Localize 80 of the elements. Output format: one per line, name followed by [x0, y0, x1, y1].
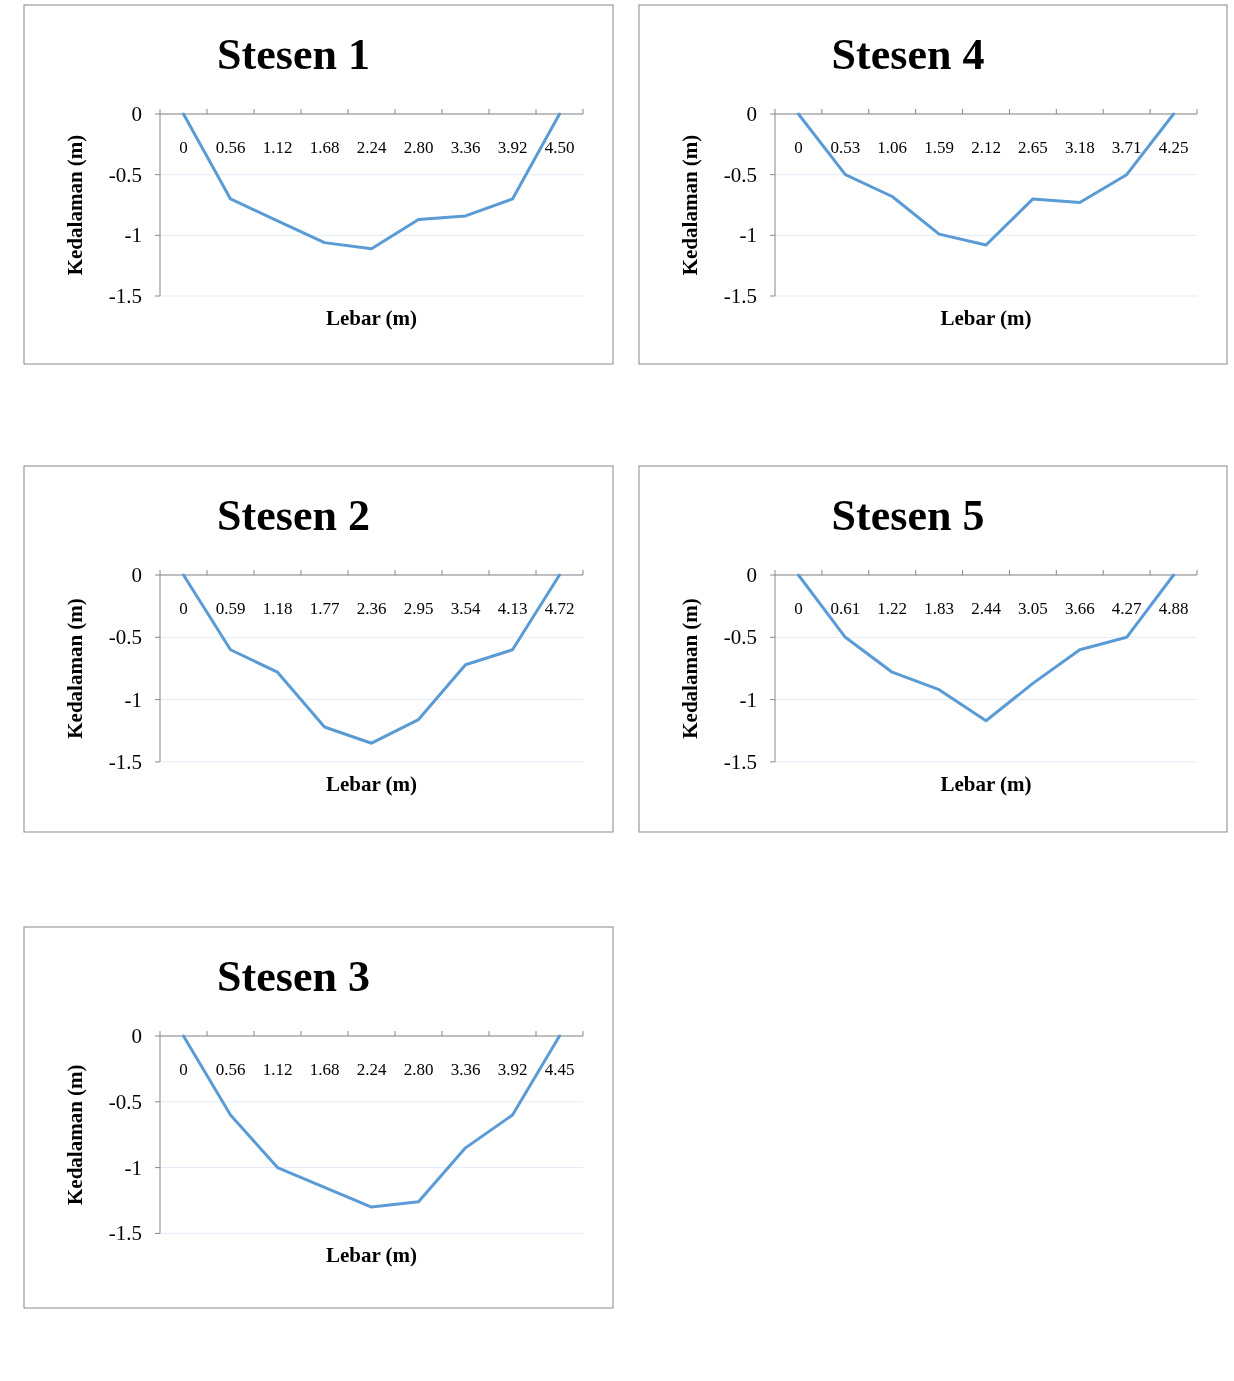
- y-tick-label: -0.5: [723, 625, 757, 650]
- y-axis-title: Kedalaman (m): [63, 134, 87, 276]
- y-tick-label: -1: [739, 687, 757, 712]
- y-tick-label: 0: [131, 102, 142, 126]
- x-tick-label: 2.95: [403, 599, 434, 618]
- x-tick-label: 0: [179, 1060, 188, 1079]
- y-axis-title: Kedalaman (m): [63, 598, 87, 739]
- y-tick-label: -1.5: [723, 284, 757, 308]
- y-tick-label: 0: [746, 563, 757, 587]
- x-tick-label: 3.05: [1018, 599, 1048, 618]
- x-axis-title: Lebar (m): [325, 1243, 418, 1268]
- y-tick-label: -1: [124, 687, 142, 712]
- chart-title: Stesen 5: [831, 491, 985, 540]
- chart-title: Stesen 3: [217, 952, 370, 1001]
- x-tick-label: 2.12: [971, 138, 1001, 157]
- x-axis-title: Lebar (m): [940, 306, 1032, 330]
- chart-title: Stesen 2: [217, 491, 370, 540]
- y-tick-label: -1.5: [108, 1221, 142, 1246]
- x-tick-label: 0.56: [215, 138, 246, 157]
- y-tick-label: -1: [124, 1155, 142, 1180]
- x-tick-label: 1.68: [309, 1060, 340, 1079]
- y-tick-label: -0.5: [108, 162, 142, 187]
- x-tick-label: 3.92: [497, 138, 528, 157]
- x-tick-label: 2.36: [356, 599, 387, 618]
- x-axis-title: Lebar (m): [325, 771, 418, 796]
- x-tick-label: 0: [794, 138, 803, 157]
- x-tick-label: 1.68: [309, 138, 340, 157]
- x-axis-title: Lebar (m): [940, 771, 1032, 796]
- x-tick-label: 0.61: [830, 599, 861, 618]
- chart-title: Stesen 1: [217, 30, 370, 79]
- x-tick-label: 3.36: [450, 1060, 481, 1079]
- x-tick-label: 2.65: [1018, 138, 1048, 157]
- x-tick-label: 2.24: [356, 138, 387, 157]
- x-tick-label: 1.59: [924, 138, 954, 157]
- x-tick-label: 2.24: [356, 1060, 387, 1079]
- x-tick-label: 3.71: [1111, 138, 1142, 157]
- y-tick-label: 0: [131, 563, 142, 587]
- y-tick-label: -1.5: [108, 284, 142, 308]
- x-tick-label: 1.12: [262, 138, 293, 157]
- x-tick-label: 2.80: [403, 138, 434, 157]
- y-axis-title: Kedalaman (m): [678, 134, 702, 276]
- x-tick-label: 1.12: [262, 1060, 293, 1079]
- y-axis-title: Kedalaman (m): [678, 598, 702, 739]
- x-tick-label: 4.25: [1158, 138, 1189, 157]
- x-tick-label: 3.36: [450, 138, 481, 157]
- y-tick-label: -1: [124, 223, 142, 248]
- y-tick-label: -0.5: [108, 1089, 142, 1114]
- x-tick-label: 1.77: [309, 599, 340, 618]
- y-tick-label: -0.5: [723, 162, 757, 187]
- x-tick-label: 1.22: [877, 599, 908, 618]
- x-tick-label: 0.59: [215, 599, 246, 618]
- x-tick-label: 0: [179, 138, 188, 157]
- x-tick-label: 0: [794, 599, 803, 618]
- chart-title: Stesen 4: [831, 30, 985, 79]
- x-axis-title: Lebar (m): [325, 306, 418, 330]
- y-tick-label: -1.5: [723, 749, 757, 774]
- x-tick-label: 4.50: [544, 138, 575, 157]
- y-tick-label: 0: [746, 102, 757, 126]
- y-tick-label: -1.5: [108, 749, 142, 774]
- y-axis-title: Kedalaman (m): [63, 1064, 87, 1205]
- x-tick-label: 4.72: [544, 599, 575, 618]
- x-tick-label: 1.06: [877, 138, 908, 157]
- x-tick-label: 0: [179, 599, 188, 618]
- x-tick-label: 3.18: [1064, 138, 1095, 157]
- x-tick-label: 3.66: [1064, 599, 1095, 618]
- x-tick-label: 3.54: [450, 599, 481, 618]
- x-tick-label: 2.44: [971, 599, 1002, 618]
- x-tick-label: 4.27: [1111, 599, 1143, 618]
- x-tick-label: 4.88: [1158, 599, 1189, 618]
- x-tick-label: 1.83: [924, 599, 954, 618]
- y-tick-label: -1: [739, 223, 757, 248]
- x-tick-label: 2.80: [403, 1060, 434, 1079]
- x-tick-label: 4.45: [544, 1060, 575, 1079]
- y-tick-label: -0.5: [108, 625, 142, 650]
- x-tick-label: 1.18: [262, 599, 293, 618]
- x-tick-label: 0.53: [830, 138, 861, 157]
- x-tick-label: 4.13: [497, 599, 528, 618]
- x-tick-label: 0.56: [215, 1060, 246, 1079]
- y-tick-label: 0: [131, 1024, 142, 1048]
- x-tick-label: 3.92: [497, 1060, 528, 1079]
